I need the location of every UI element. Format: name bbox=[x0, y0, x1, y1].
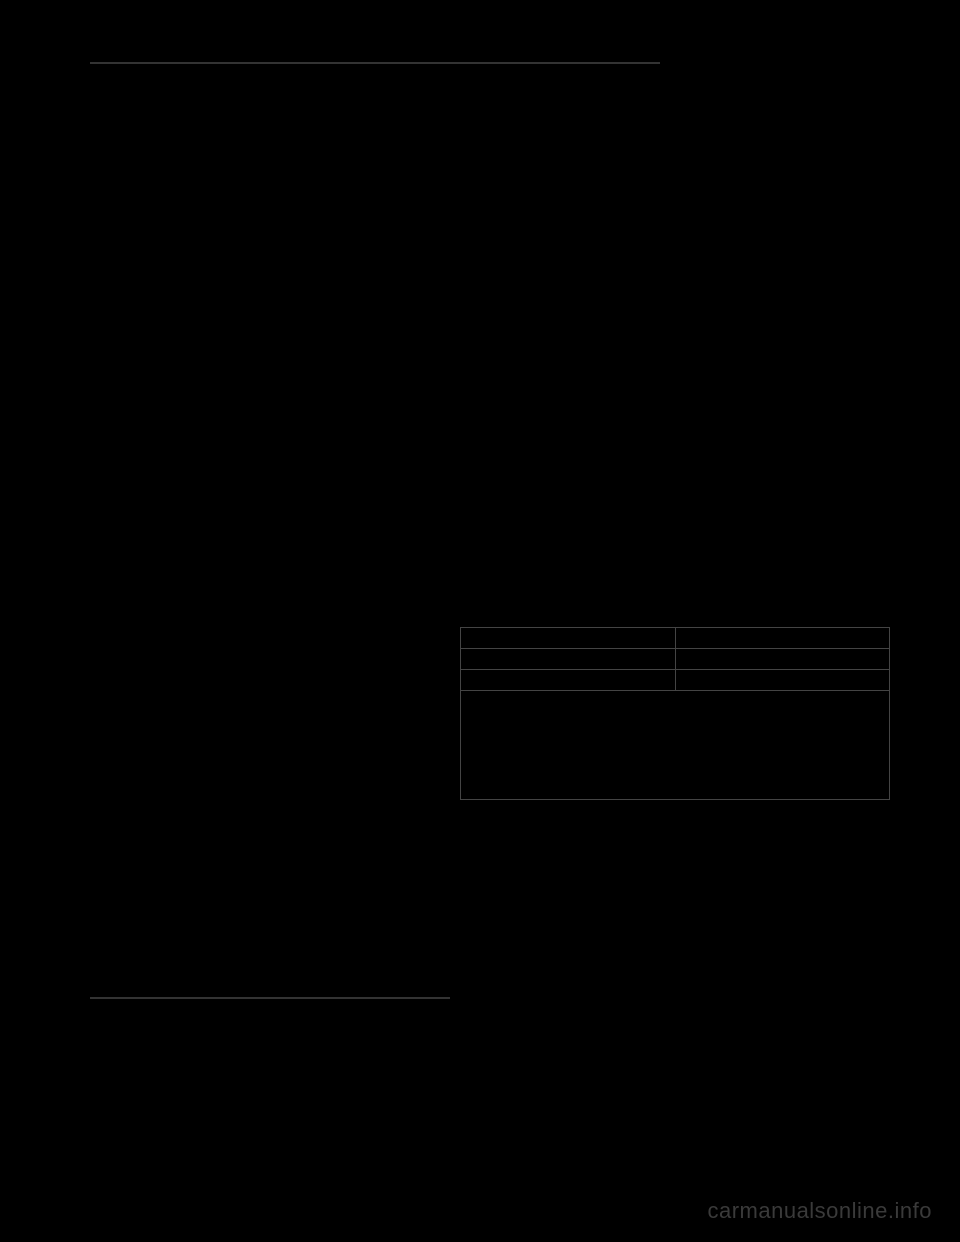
spec-table bbox=[460, 627, 890, 800]
header-rule bbox=[90, 62, 660, 64]
table-cell bbox=[461, 649, 676, 669]
table-cell bbox=[461, 628, 676, 648]
table-cell bbox=[676, 670, 891, 690]
table-cell bbox=[461, 670, 676, 690]
table-row bbox=[461, 628, 890, 649]
table-row bbox=[461, 691, 890, 800]
section-rule bbox=[90, 997, 450, 999]
table-row bbox=[461, 649, 890, 670]
table-cell bbox=[676, 649, 891, 669]
table-row bbox=[461, 670, 890, 691]
page-container: carmanualsonline.info bbox=[0, 0, 960, 1242]
table-cell-merged bbox=[461, 691, 890, 799]
table-cell bbox=[676, 628, 891, 648]
watermark-text: carmanualsonline.info bbox=[707, 1198, 932, 1224]
